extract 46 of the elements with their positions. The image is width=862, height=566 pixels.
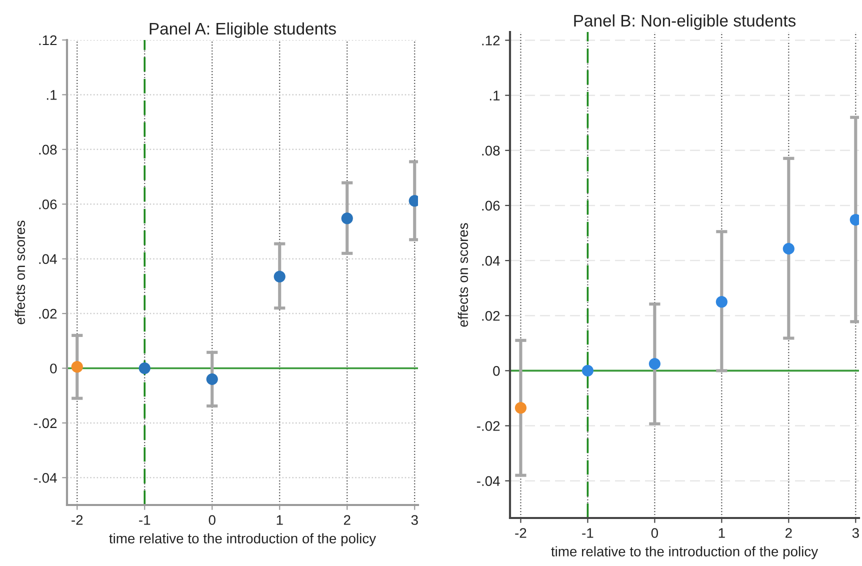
x-tick-label: -2	[72, 515, 83, 525]
x-tick-label: 2	[344, 515, 350, 525]
y-tick-label: -.04	[34, 472, 57, 483]
point	[341, 212, 353, 224]
point	[138, 362, 150, 374]
point	[782, 242, 794, 255]
y-tick-label: -.04	[476, 476, 500, 486]
point	[514, 402, 527, 414]
y-axis-title: effects on scores	[458, 223, 468, 327]
y-tick-label: .12	[482, 36, 500, 46]
y-tick-label: .1	[490, 90, 500, 100]
point	[716, 296, 728, 308]
y-tick-label: .08	[482, 146, 500, 156]
point	[71, 361, 83, 373]
x-tick-label: 1	[718, 528, 725, 538]
y-tick-label: .02	[482, 310, 500, 321]
point	[648, 358, 660, 370]
x-tick-label: -1	[582, 528, 594, 538]
x-tick-label: 0	[651, 528, 658, 538]
x-tick-label: -1	[139, 515, 150, 525]
y-tick-label: .02	[39, 308, 57, 319]
x-tick-label: 2	[786, 528, 792, 538]
y-tick-label: .1	[46, 90, 57, 100]
y-axis-title: effects on scores	[14, 220, 26, 324]
y-tick-label: .12	[39, 35, 57, 46]
x-axis-title: time relative to the introduction of the policy	[551, 546, 818, 560]
y-tick-label: 0	[493, 366, 500, 376]
x-tick-label: 3	[411, 515, 418, 525]
x-tick-label: 0	[208, 515, 216, 525]
y-tick-label: .06	[39, 199, 57, 210]
y-tick-label: .06	[482, 200, 500, 211]
x-axis-title: time relative to the introduction of the policy	[109, 533, 376, 546]
point	[274, 270, 286, 282]
point	[582, 364, 594, 376]
y-tick-label: -.02	[34, 418, 57, 428]
y-tick-label: .04	[482, 256, 500, 266]
chart-title: Panel A: Eligible students	[150, 22, 336, 38]
y-tick-label: .08	[39, 144, 57, 155]
x-tick-label: 3	[852, 528, 859, 538]
y-tick-label: 0	[50, 364, 57, 374]
x-tick-label: -2	[515, 528, 526, 538]
chart-title: Panel B: Non-eligible students	[574, 14, 796, 30]
y-tick-label: -.02	[476, 421, 500, 431]
point	[206, 373, 218, 385]
x-tick-label: 1	[276, 515, 283, 525]
y-tick-label: .04	[39, 254, 57, 264]
